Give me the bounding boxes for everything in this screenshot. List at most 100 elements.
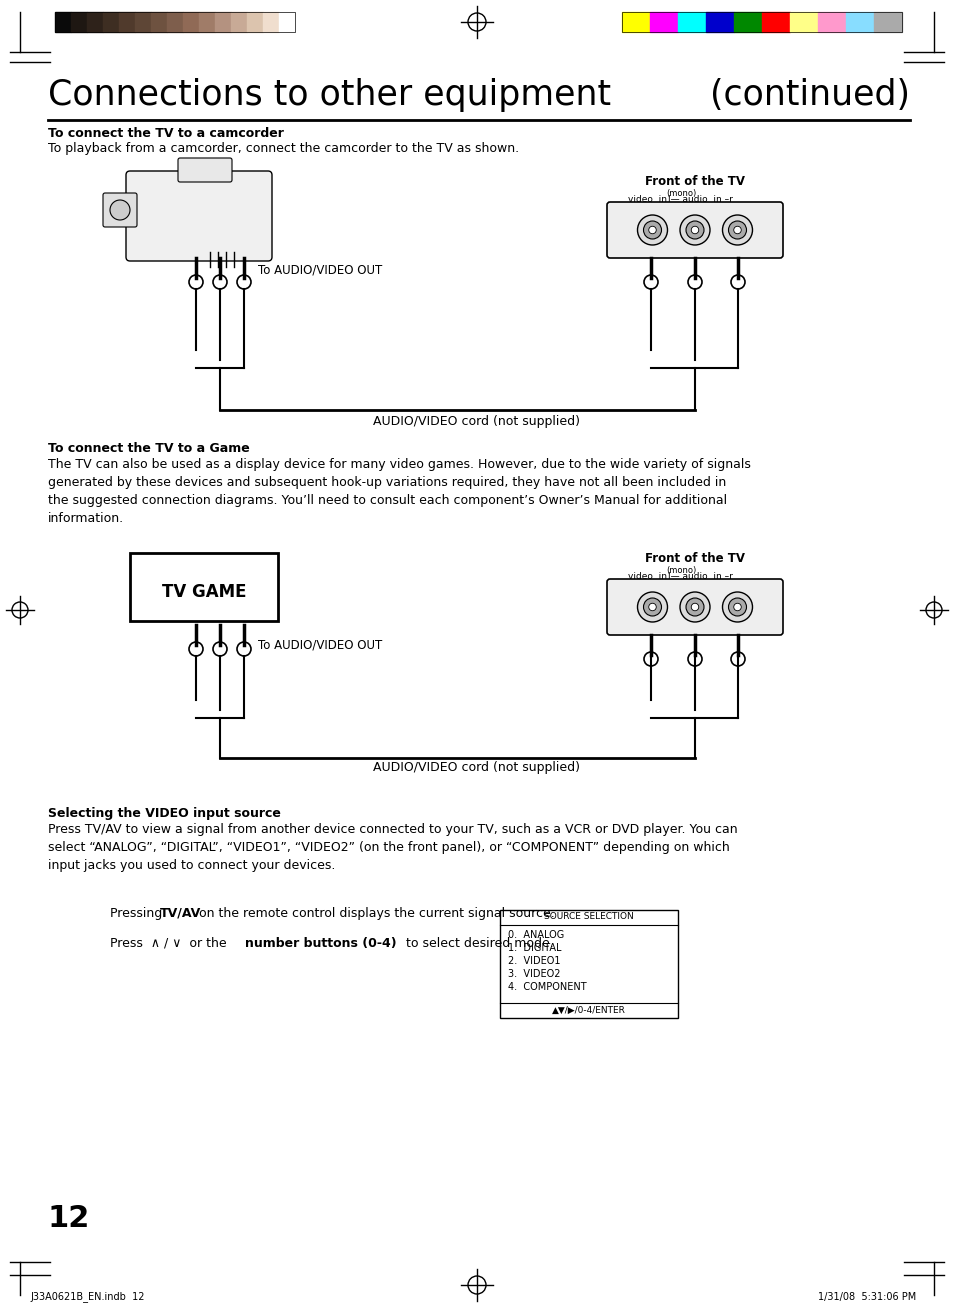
Text: To connect the TV to a camcorder: To connect the TV to a camcorder (48, 127, 284, 140)
FancyBboxPatch shape (126, 171, 272, 262)
Text: TV/AV: TV/AV (160, 906, 201, 920)
Text: (continued): (continued) (709, 78, 909, 112)
Text: the suggested connection diagrams. You’ll need to consult each component’s Owner: the suggested connection diagrams. You’l… (48, 494, 726, 508)
Circle shape (728, 598, 745, 616)
Circle shape (637, 215, 667, 245)
Text: Front of the TV: Front of the TV (644, 175, 744, 188)
Bar (499, 910, 678, 1018)
Circle shape (730, 651, 744, 666)
Text: J33A0621B_EN.indb  12: J33A0621B_EN.indb 12 (30, 1291, 144, 1301)
Text: AUDIO/VIDEO cord (not supplied): AUDIO/VIDEO cord (not supplied) (374, 761, 579, 774)
Circle shape (733, 226, 740, 234)
Text: l— audio  in –r: l— audio in –r (667, 195, 732, 204)
Bar (817, 12, 845, 31)
Bar (247, 12, 263, 31)
Bar (705, 12, 733, 31)
Circle shape (110, 200, 130, 220)
Text: information.: information. (48, 511, 124, 525)
Circle shape (730, 275, 744, 289)
Bar (733, 12, 761, 31)
Text: (mono): (mono) (665, 188, 696, 198)
Bar (183, 12, 199, 31)
Circle shape (189, 642, 203, 657)
Text: 1.  DIGITAL: 1. DIGITAL (507, 943, 561, 954)
Bar (873, 12, 901, 31)
FancyBboxPatch shape (178, 158, 232, 182)
Text: Selecting the VIDEO input source: Selecting the VIDEO input source (48, 807, 280, 820)
Circle shape (721, 593, 752, 623)
Text: Connections to other equipment: Connections to other equipment (48, 78, 611, 112)
Circle shape (236, 642, 251, 657)
Text: (mono): (mono) (665, 566, 696, 576)
Circle shape (721, 215, 752, 245)
Text: select “ANALOG”, “DIGITAL”, “VIDEO1”, “VIDEO2” (on the front panel), or “COMPONE: select “ANALOG”, “DIGITAL”, “VIDEO1”, “V… (48, 841, 729, 854)
Circle shape (189, 275, 203, 289)
Text: generated by these devices and subsequent hook-up variations required, they have: generated by these devices and subsequen… (48, 476, 725, 489)
Circle shape (643, 651, 658, 666)
Text: To AUDIO/VIDEO OUT: To AUDIO/VIDEO OUT (257, 638, 382, 651)
Circle shape (679, 593, 709, 623)
Bar (649, 12, 678, 31)
Circle shape (643, 275, 658, 289)
Bar (71, 12, 87, 31)
Circle shape (648, 603, 656, 611)
Text: video  in: video in (627, 572, 666, 581)
Circle shape (213, 642, 227, 657)
Bar (231, 12, 247, 31)
Bar (87, 12, 103, 31)
Text: AUDIO/VIDEO cord (not supplied): AUDIO/VIDEO cord (not supplied) (374, 415, 579, 428)
Bar (55, 12, 294, 31)
Text: To playback from a camcorder, connect the camcorder to the TV as shown.: To playback from a camcorder, connect th… (48, 143, 518, 156)
Text: l— audio  in –r: l— audio in –r (667, 572, 732, 581)
Text: Pressing: Pressing (110, 906, 166, 920)
Text: 0.  ANALOG: 0. ANALOG (507, 930, 563, 940)
Circle shape (685, 221, 703, 239)
Circle shape (213, 275, 227, 289)
Bar (167, 12, 183, 31)
Bar (278, 12, 294, 31)
Text: To connect the TV to a Game: To connect the TV to a Game (48, 442, 250, 455)
Text: video  in: video in (627, 195, 666, 204)
Text: Front of the TV: Front of the TV (644, 552, 744, 565)
Circle shape (687, 651, 701, 666)
Text: Press TV/AV to view a signal from another device connected to your TV, such as a: Press TV/AV to view a signal from anothe… (48, 823, 737, 836)
Text: SOURCE SELECTION: SOURCE SELECTION (543, 912, 633, 921)
Text: 2.  VIDEO1: 2. VIDEO1 (507, 956, 560, 967)
Bar (621, 12, 649, 31)
Text: TV GAME: TV GAME (162, 583, 246, 600)
Bar (55, 12, 71, 31)
Circle shape (733, 603, 740, 611)
FancyBboxPatch shape (103, 194, 137, 228)
Text: on the remote control displays the current signal source.: on the remote control displays the curre… (194, 906, 554, 920)
Bar (621, 12, 901, 31)
Bar (845, 12, 873, 31)
Text: to select desired mode.: to select desired mode. (401, 937, 553, 950)
Circle shape (691, 603, 698, 611)
Bar (130, 553, 277, 621)
Text: 3.  VIDEO2: 3. VIDEO2 (507, 969, 560, 978)
Bar (214, 12, 231, 31)
Text: 12: 12 (48, 1203, 91, 1233)
Circle shape (643, 598, 660, 616)
Text: 4.  COMPONENT: 4. COMPONENT (507, 982, 586, 991)
Circle shape (679, 215, 709, 245)
Text: 1/31/08  5:31:06 PM: 1/31/08 5:31:06 PM (817, 1292, 915, 1301)
Text: To AUDIO/VIDEO OUT: To AUDIO/VIDEO OUT (257, 263, 382, 276)
Bar (678, 12, 705, 31)
Circle shape (687, 275, 701, 289)
Circle shape (691, 226, 698, 234)
Circle shape (728, 221, 745, 239)
Text: input jacks you used to connect your devices.: input jacks you used to connect your dev… (48, 859, 335, 872)
FancyBboxPatch shape (606, 201, 782, 258)
Bar (135, 12, 151, 31)
Text: Press  ∧ / ∨  or the: Press ∧ / ∨ or the (110, 937, 231, 950)
Circle shape (685, 598, 703, 616)
Bar (103, 12, 119, 31)
Text: number buttons (0-4): number buttons (0-4) (245, 937, 396, 950)
Bar (119, 12, 135, 31)
Bar (199, 12, 214, 31)
Bar (151, 12, 167, 31)
Bar (789, 12, 817, 31)
Text: The TV can also be used as a display device for many video games. However, due t: The TV can also be used as a display dev… (48, 458, 750, 471)
Bar (761, 12, 789, 31)
